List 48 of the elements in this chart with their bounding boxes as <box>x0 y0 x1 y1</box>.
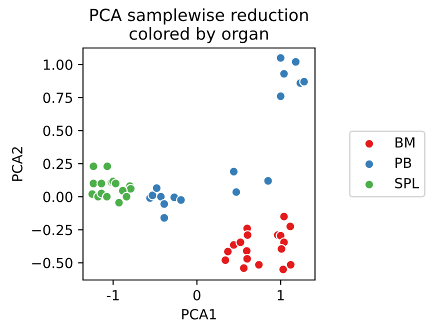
point <box>159 212 170 223</box>
point <box>279 212 289 222</box>
point <box>263 176 274 186</box>
point <box>285 222 296 232</box>
y-tick-label: 0.00 <box>43 192 72 202</box>
point <box>276 52 286 63</box>
point <box>286 260 296 270</box>
point <box>254 260 264 270</box>
y-tick-label: 0.75 <box>43 92 72 104</box>
legend-label: BM <box>396 137 414 148</box>
point <box>88 161 98 172</box>
point <box>96 178 106 188</box>
point <box>110 178 121 188</box>
y-tick-label: −0.50 <box>32 258 72 268</box>
point <box>114 198 124 208</box>
point <box>278 264 288 274</box>
y-tick-label: −0.25 <box>32 224 72 236</box>
point <box>122 192 132 202</box>
y-axis-title: PCA2 <box>12 147 22 181</box>
point <box>220 255 230 266</box>
x-axis-title: PCA1 <box>182 308 216 320</box>
point <box>236 237 246 248</box>
x-tick-label: 0 <box>193 290 200 300</box>
point <box>159 199 170 209</box>
point <box>102 161 112 172</box>
point <box>238 263 249 274</box>
point <box>222 246 233 257</box>
point <box>102 192 112 202</box>
point <box>242 254 252 264</box>
point <box>228 166 239 177</box>
point <box>152 183 162 194</box>
legend-label: PB <box>396 158 412 168</box>
point <box>231 187 242 198</box>
point <box>279 68 289 79</box>
point <box>242 246 252 256</box>
point <box>176 195 186 205</box>
x-tick-label: 1 <box>278 290 284 300</box>
point <box>242 230 253 240</box>
legend-label: SPL <box>395 178 420 188</box>
point <box>290 56 301 67</box>
y-tick-label: 0.25 <box>43 158 72 170</box>
y-tick-label: 0.50 <box>43 126 72 136</box>
chart-title: PCA samplewise reduction colored by organ <box>90 8 308 44</box>
point <box>276 244 286 254</box>
x-tick-label: -1 <box>106 290 119 300</box>
point <box>299 76 310 87</box>
y-tick-label: 1.00 <box>44 59 72 70</box>
point <box>276 91 286 102</box>
